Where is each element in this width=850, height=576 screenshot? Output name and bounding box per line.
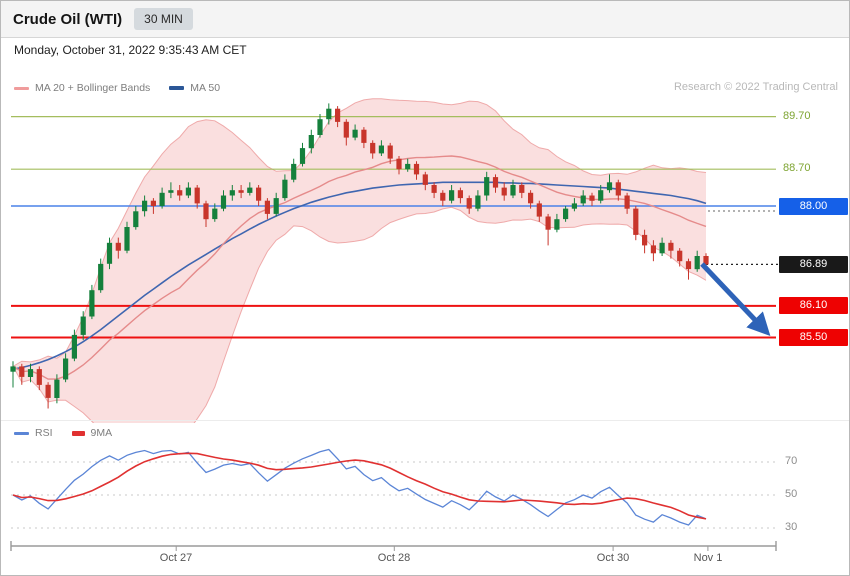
x-axis-label: Oct 30 [596,552,630,564]
instrument-title: Crude Oil (WTI) [13,10,123,28]
research-watermark: Research © 2022 Trading Central [673,81,838,93]
price-chart-canvas[interactable] [1,61,850,423]
rsi-chart-canvas[interactable] [1,423,850,553]
x-axis-label: Oct 27 [159,552,193,564]
ma9-swatch-icon [71,430,85,436]
ma20-legend-label: MA 20 + Bollinger Bands [35,82,151,94]
ma50-swatch-icon [169,86,185,90]
panel-divider [1,420,849,421]
ma20-bollinger-swatch-icon [14,86,29,90]
ma50-legend-label: MA 50 [190,82,221,94]
x-axis-label: Oct 28 [377,552,411,564]
chart-datetime: Monday, October 31, 2022 9:35:43 AM CET [14,43,247,57]
rsi-legend-label: RSI [35,427,53,439]
main-chart-legend: MA 20 + Bollinger Bands MA 50 [14,82,220,94]
ma9-legend-label: 9MA [90,427,113,439]
titlebar: Crude Oil (WTI) 30 MIN [1,1,849,38]
x-axis-label: Nov 1 [693,552,723,564]
timeframe-badge[interactable]: 30 MIN [134,8,193,30]
rsi-swatch-icon [14,431,29,435]
forecast-arrow [700,262,771,337]
rsi-legend: RSI 9MA [14,427,112,439]
